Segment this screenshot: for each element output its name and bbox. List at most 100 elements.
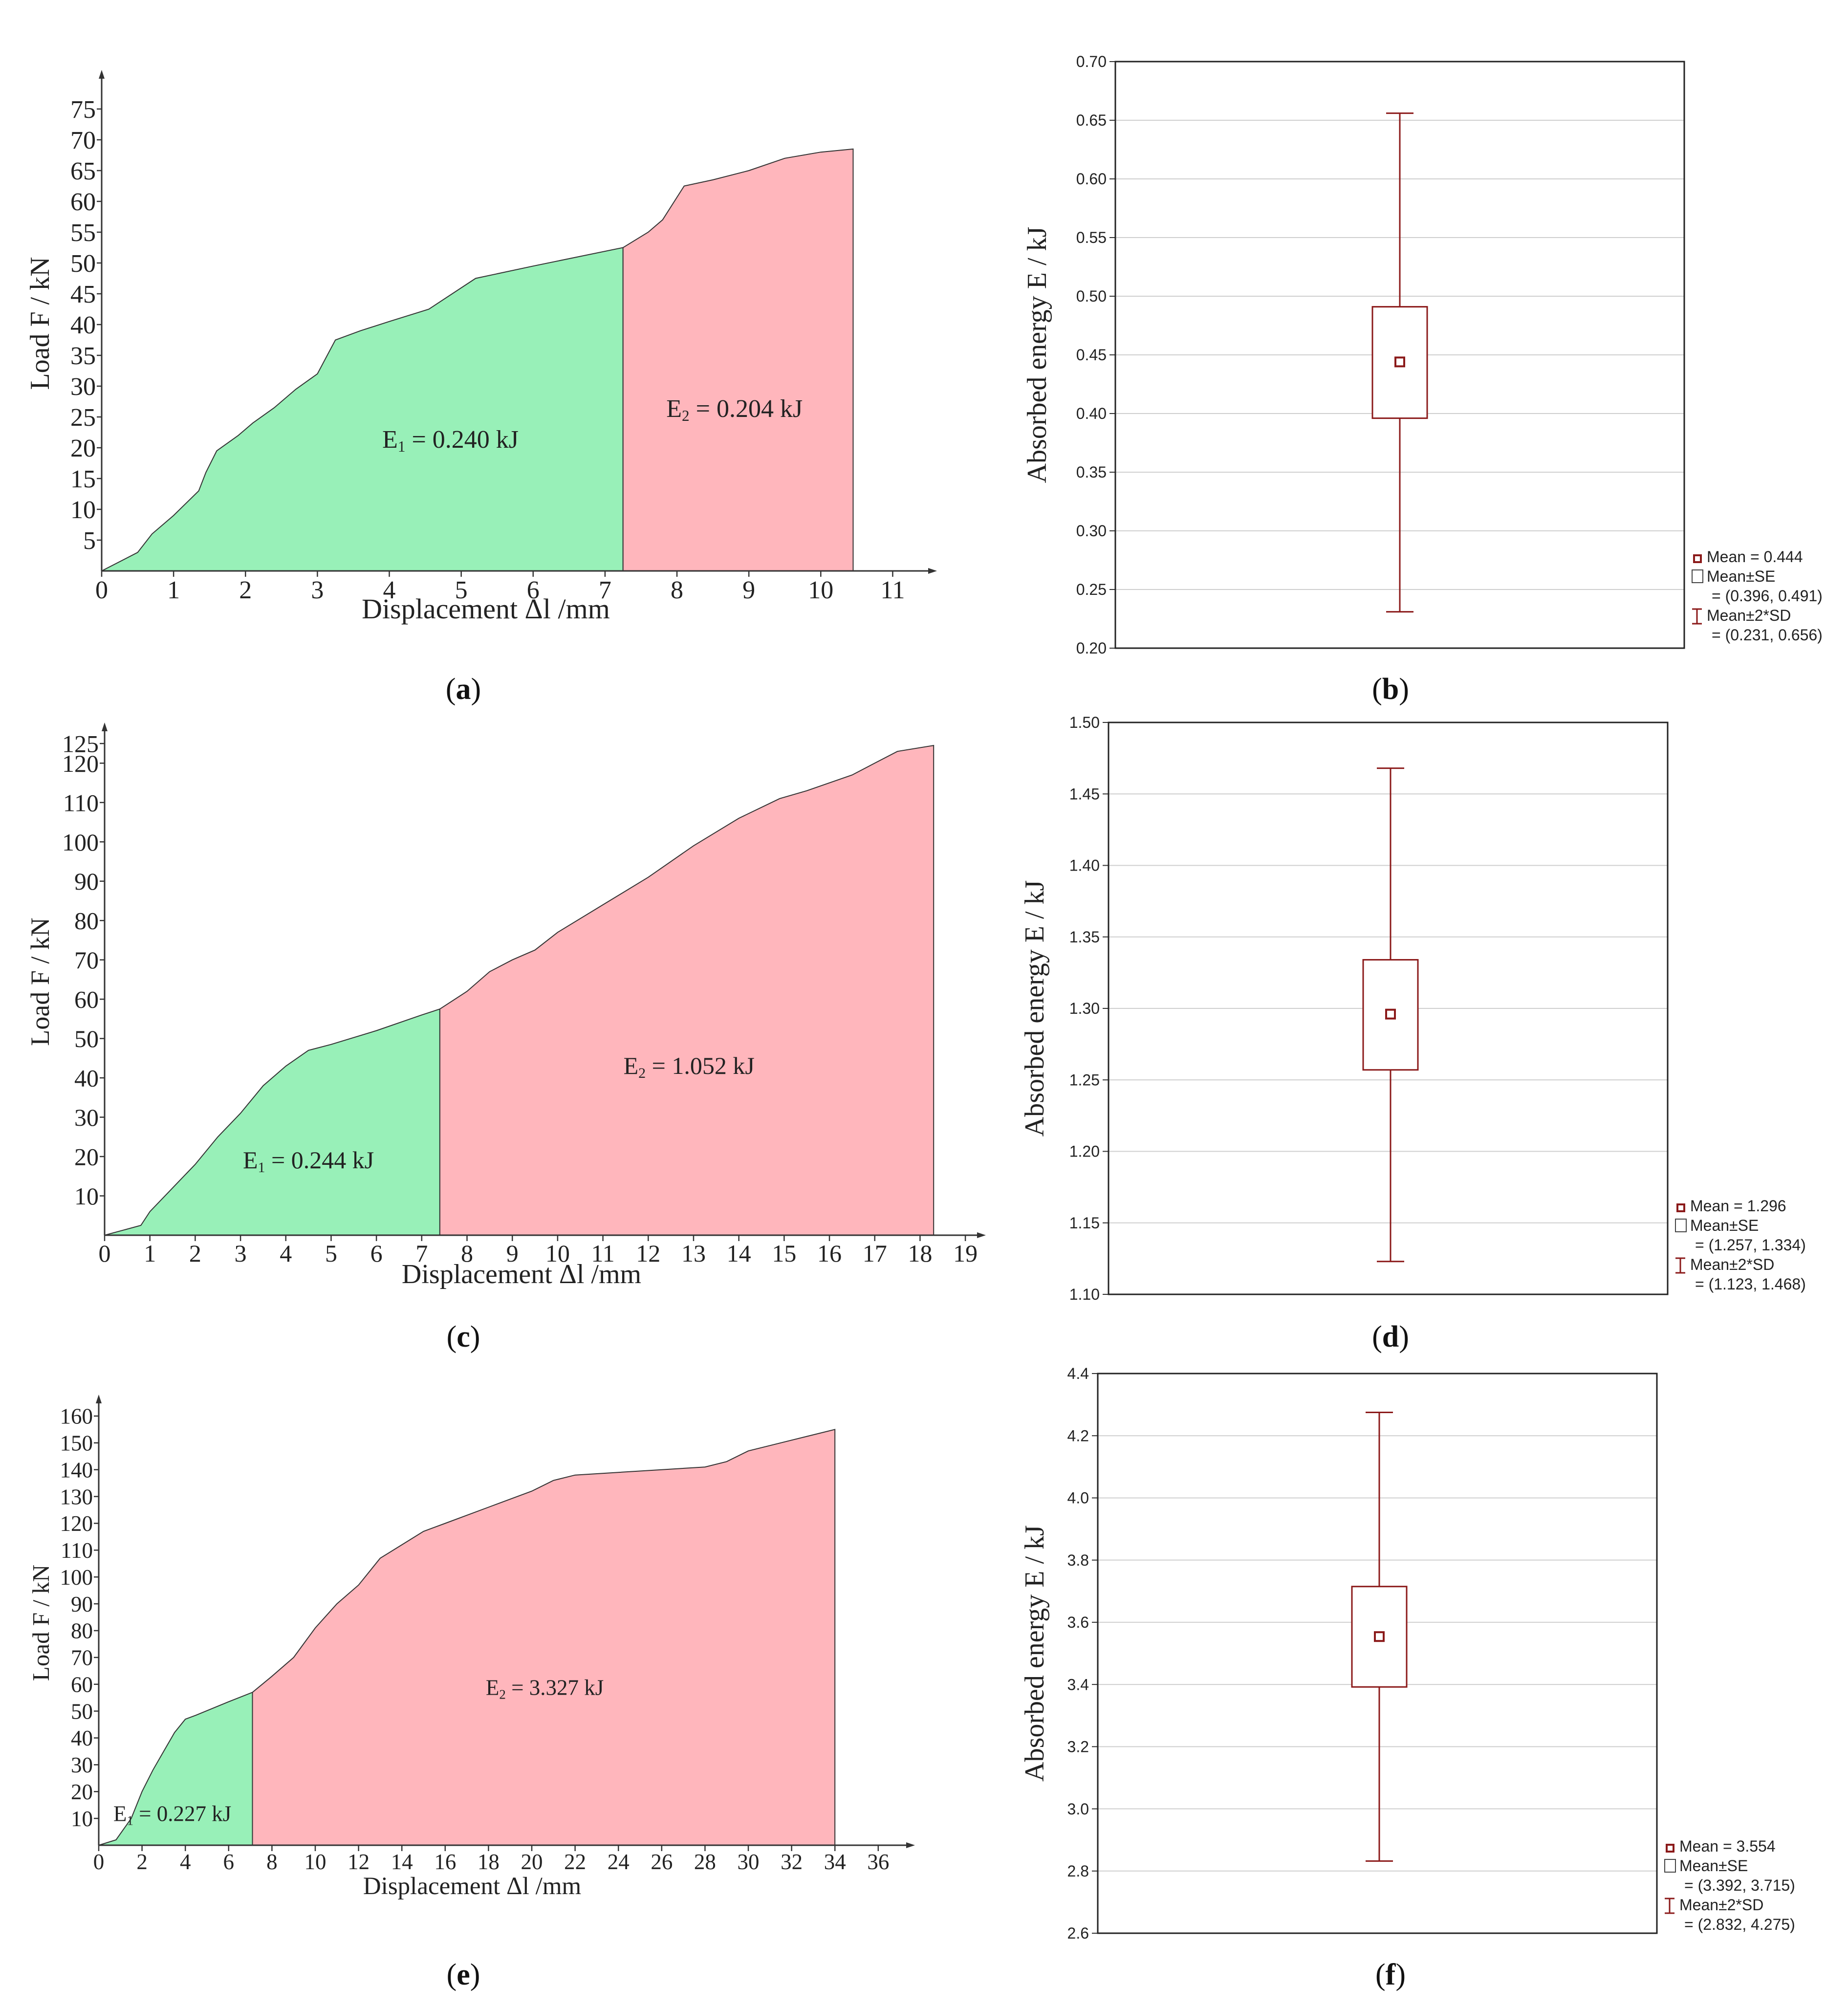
y-tick-label: 1.45 bbox=[1069, 785, 1100, 803]
y-tick-label: 60 bbox=[70, 188, 96, 216]
e1-area bbox=[101, 247, 624, 571]
y-tick-label: 30 bbox=[74, 1104, 99, 1131]
panel-label-open: ( bbox=[447, 1958, 457, 1991]
y-tick-label: 20 bbox=[71, 1780, 93, 1804]
x-tick-label: 16 bbox=[434, 1850, 456, 1874]
legend-sd-range: = (1.123, 1.468) bbox=[1695, 1275, 1806, 1293]
y-tick-label: 160 bbox=[60, 1404, 93, 1429]
region-label-value: = 3.327 kJ bbox=[506, 1676, 604, 1700]
y-tick-label: 0.35 bbox=[1076, 463, 1107, 481]
panel-label-d: (d) bbox=[1372, 1320, 1409, 1353]
region-label-E2: E2 = 1.052 kJ bbox=[624, 1052, 755, 1081]
region-label-value: = 0.244 kJ bbox=[265, 1146, 374, 1174]
panel-label-letter: d bbox=[1382, 1320, 1399, 1353]
y-axis-title: Absorbed energy E / kJ bbox=[1020, 1525, 1050, 1782]
y-tick-label: 70 bbox=[70, 127, 96, 154]
x-tick-label: 2 bbox=[239, 576, 252, 604]
legend-mean-swatch bbox=[1693, 554, 1702, 563]
x-tick-label: 2 bbox=[136, 1850, 148, 1874]
x-axis-arrow bbox=[928, 568, 937, 574]
y-axis-title: Absorbed energy E / kJ bbox=[1022, 227, 1052, 483]
y-tick-label: 50 bbox=[74, 1025, 99, 1052]
panel-label-letter: b bbox=[1382, 673, 1399, 706]
x-tick-label: 6 bbox=[370, 1240, 383, 1267]
y-tick-label: 40 bbox=[71, 1726, 93, 1750]
legend-mean-swatch bbox=[1666, 1844, 1674, 1853]
legend-se: Mean±SE bbox=[1690, 1217, 1759, 1234]
x-axis-arrow bbox=[906, 1842, 915, 1848]
y-tick-label: 0.70 bbox=[1076, 53, 1107, 70]
plot-frame bbox=[1108, 721, 1669, 1295]
region-label-value: = 0.227 kJ bbox=[133, 1802, 231, 1826]
x-tick-label: 0 bbox=[99, 1240, 111, 1267]
region-label-symbol: E bbox=[624, 1052, 639, 1079]
region-label-symbol: E bbox=[486, 1676, 500, 1700]
panel-label-open: ( bbox=[446, 673, 456, 706]
y-axis-arrow bbox=[102, 722, 108, 731]
legend-mean: Mean = 0.444 bbox=[1707, 548, 1803, 566]
x-axis-title: Displacement Δl /mm bbox=[363, 1873, 581, 1900]
mean-marker bbox=[1394, 356, 1405, 368]
x-tick-label: 8 bbox=[671, 576, 683, 604]
y-tick-label: 40 bbox=[74, 1065, 99, 1092]
x-tick-label: 18 bbox=[908, 1240, 932, 1267]
region-label-symbol: E bbox=[243, 1146, 258, 1174]
panel-a: 0 1 2 3 4 5 6 7 8 9 10 1151015202530354045505560657… bbox=[25, 70, 937, 706]
panel-label-close: ) bbox=[470, 1958, 480, 1991]
panel-label-close: ) bbox=[471, 673, 481, 706]
x-tick-label: 3 bbox=[311, 576, 324, 604]
x-tick-label: 9 bbox=[506, 1240, 519, 1267]
y-tick-label: 100 bbox=[60, 1565, 93, 1590]
x-tick-label: 28 bbox=[694, 1850, 716, 1874]
panel-label-a: (a) bbox=[446, 673, 481, 706]
y-tick-label: 2.8 bbox=[1067, 1862, 1089, 1880]
mean-marker bbox=[1385, 1008, 1396, 1020]
y-tick-label: 1.20 bbox=[1069, 1143, 1100, 1160]
e2-area bbox=[252, 1429, 836, 1846]
x-tick-label: 34 bbox=[824, 1850, 846, 1874]
panel-b: 0.20 0.25 0.30 0.35 0.40 0.45 0.50 0.55 0.60 0.65… bbox=[1022, 53, 1823, 706]
y-tick-label: 120 bbox=[60, 1511, 93, 1536]
y-tick-label: 50 bbox=[71, 1699, 93, 1724]
panel-label-f: (f) bbox=[1375, 1958, 1406, 1991]
x-axis-title: Displacement Δl /mm bbox=[402, 1259, 641, 1289]
panel-label-close: ) bbox=[1399, 1320, 1409, 1353]
y-tick-label: 45 bbox=[70, 281, 96, 308]
x-tick-label: 8 bbox=[266, 1850, 278, 1874]
y-tick-label: 90 bbox=[74, 868, 99, 895]
legend-se: Mean±SE bbox=[1679, 1857, 1748, 1875]
legend-se-swatch bbox=[1664, 1859, 1676, 1873]
panel-label-b: (b) bbox=[1372, 673, 1409, 706]
x-tick-label: 14 bbox=[727, 1240, 751, 1267]
y-tick-label: 110 bbox=[63, 789, 99, 816]
x-tick-label: 10 bbox=[808, 576, 833, 604]
region-label-E2: E2 = 0.204 kJ bbox=[666, 395, 803, 424]
legend-se-range: = (1.257, 1.334) bbox=[1695, 1236, 1806, 1254]
region-label-subscript: 1 bbox=[127, 1813, 133, 1828]
y-axis-arrow bbox=[96, 1395, 102, 1403]
x-tick-label: 10 bbox=[545, 1240, 570, 1267]
x-tick-label: 11 bbox=[880, 576, 905, 604]
panel-d: 1.10 1.15 1.20 1.25 1.30 1.35 1.40 1.45 1.50 Abso… bbox=[1020, 714, 1806, 1353]
panel-label-open: ( bbox=[1375, 1958, 1386, 1991]
x-tick-label: 8 bbox=[461, 1240, 473, 1267]
x-tick-label: 12 bbox=[636, 1240, 660, 1267]
legend-se-swatch bbox=[1692, 569, 1703, 583]
x-tick-label: 9 bbox=[742, 576, 755, 604]
panel-f: 2.6 2.8 3.0 3.2 3.4 3.6 3.8 4.0 4.2 4.4 Absorbed e… bbox=[1020, 1365, 1795, 1991]
y-tick-label: 4.2 bbox=[1067, 1427, 1089, 1444]
plot-frame bbox=[1097, 1373, 1658, 1934]
y-axis-title: Absorbed energy E / kJ bbox=[1020, 880, 1050, 1137]
panel-label-letter: a bbox=[456, 673, 471, 706]
panel-c: 0 1 2 3 4 5 6 7 8 9 10 11 12 13 14 15 16 17 18 191020304050… bbox=[25, 722, 986, 1353]
y-axis-arrow bbox=[99, 70, 105, 79]
panel-label-letter: c bbox=[457, 1320, 470, 1353]
y-tick-label: 70 bbox=[71, 1646, 93, 1670]
y-tick-label: 3.2 bbox=[1067, 1738, 1089, 1756]
y-tick-label: 10 bbox=[71, 1807, 93, 1831]
x-tick-label: 24 bbox=[608, 1850, 630, 1874]
region-label-subscript: 1 bbox=[398, 438, 406, 455]
x-axis-arrow bbox=[977, 1232, 986, 1238]
y-tick-label: 55 bbox=[70, 219, 96, 247]
